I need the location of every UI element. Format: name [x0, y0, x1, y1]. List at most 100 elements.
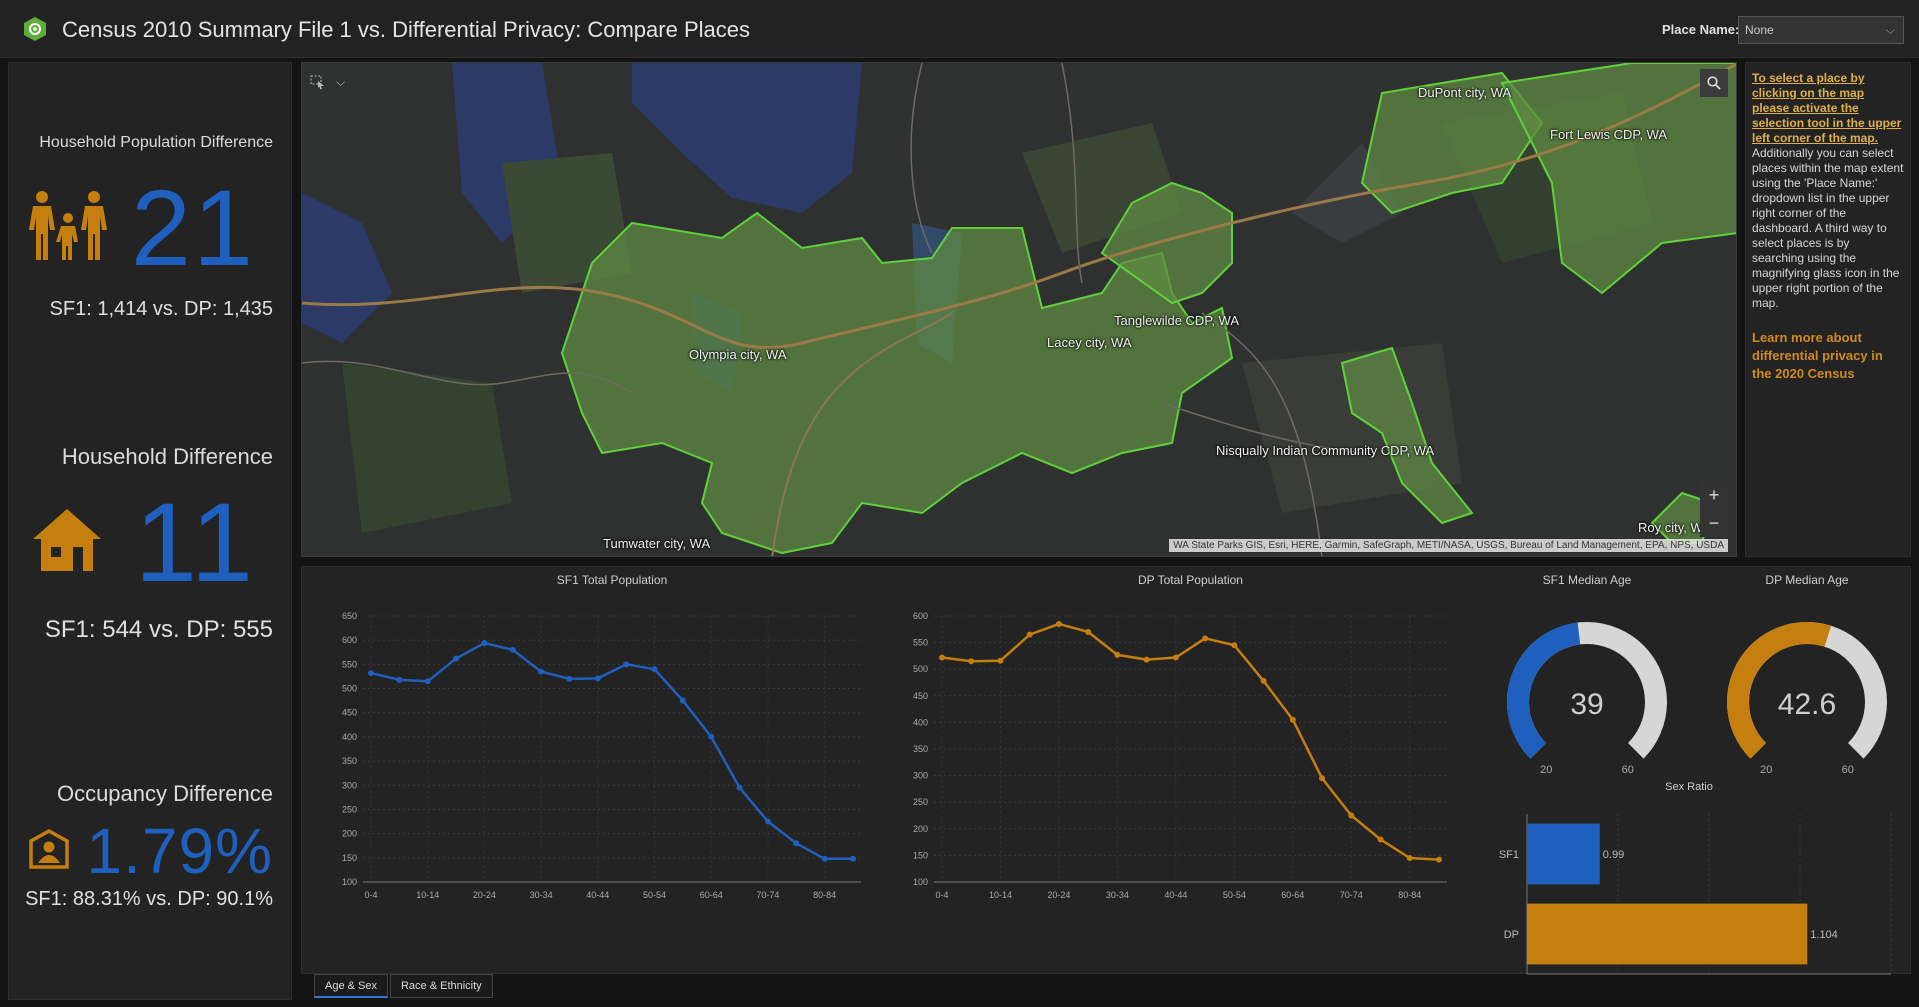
bar — [1527, 903, 1808, 965]
gauge-max-label: 60 — [1842, 764, 1854, 776]
chart-title: Sex Ratio — [1665, 781, 1713, 793]
water-body — [632, 63, 862, 213]
x-tick-label: 70-74 — [1340, 890, 1363, 900]
x-tick-label: 50-54 — [643, 890, 666, 900]
learn-more-link[interactable]: Learn more about differential privacy in… — [1752, 330, 1883, 381]
data-point — [1319, 775, 1326, 782]
chevron-down-icon[interactable]: ⌵ — [336, 74, 346, 89]
map-view[interactable]: DuPont city, WA Fort Lewis CDP, WA Tangl… — [301, 62, 1737, 557]
gauge-title: SF1 Median Age — [1543, 573, 1632, 587]
y-tick-label: 200 — [913, 824, 928, 834]
data-point — [997, 657, 1004, 664]
y-tick-label: 600 — [913, 611, 928, 621]
selection-instructions: To select a place by clicking on the map… — [1752, 71, 1902, 145]
data-point — [424, 678, 431, 685]
occupancy-difference-detail: SF1: 88.31% vs. DP: 90.1% — [25, 888, 273, 910]
select-tool-icon[interactable] — [310, 74, 326, 90]
app-logo-icon — [24, 17, 46, 41]
map-selection-tool[interactable]: ⌵ — [310, 69, 354, 95]
x-tick-label: 40-44 — [586, 890, 609, 900]
x-tick-label: 50-54 — [1223, 890, 1246, 900]
y-tick-label: 500 — [913, 664, 928, 674]
indicator-panel: Household Population Difference 21 SF1: … — [8, 62, 292, 1000]
place-name-value: None — [1745, 23, 1774, 37]
map-label-olympia: Olympia city, WA — [689, 347, 787, 362]
data-point — [368, 670, 374, 677]
place-polygon-tanglewilde[interactable] — [1100, 181, 1233, 305]
map-label-dupont: DuPont city, WA — [1418, 85, 1512, 100]
map-search-button[interactable] — [1700, 69, 1728, 97]
map-label-fort-lewis: Fort Lewis CDP, WA — [1550, 127, 1668, 142]
data-point — [939, 654, 945, 661]
y-tick-label: 550 — [913, 638, 928, 648]
data-point — [1202, 635, 1209, 642]
x-tick-label: 30-34 — [530, 890, 553, 900]
tab-age-sex[interactable]: Age & Sex — [314, 974, 388, 998]
x-tick-label: 40-44 — [1164, 890, 1187, 900]
x-tick-label: 20-24 — [473, 890, 496, 900]
data-point — [651, 666, 658, 673]
map-label-nisqually: Nisqually Indian Community CDP, WA — [1216, 443, 1435, 458]
y-tick-label: 100 — [913, 877, 928, 887]
data-point — [538, 668, 545, 675]
place-polygon-olympia-lacey-tumwater[interactable] — [560, 211, 1234, 555]
zoom-out-button[interactable]: − — [1708, 512, 1720, 533]
data-point — [1231, 642, 1238, 649]
data-point — [396, 676, 403, 683]
household-difference-detail: SF1: 544 vs. DP: 555 — [44, 616, 273, 643]
x-tick-label: 80-84 — [1398, 890, 1421, 900]
map-basemap — [302, 63, 1737, 556]
data-point — [1406, 855, 1413, 862]
tab-race-ethnicity[interactable]: Race & Ethnicity — [389, 974, 493, 998]
household-population-difference-detail: SF1: 1,414 vs. DP: 1,435 — [49, 298, 273, 320]
chart-title: DP Total Population — [1138, 573, 1243, 587]
info-body-text: Additionally you can select places withi… — [1752, 146, 1904, 310]
x-tick-label: 70-74 — [756, 890, 779, 900]
data-point — [566, 675, 573, 682]
household-population-difference-title: Household Population Difference — [39, 134, 273, 151]
y-tick-label: 500 — [342, 684, 357, 694]
data-point — [679, 697, 686, 704]
x-tick-label: 0-4 — [364, 890, 377, 900]
occupancy-difference-title: Occupancy Difference — [56, 781, 273, 806]
place-name-dropdown[interactable]: None ⌵ — [1738, 16, 1904, 44]
category-label: DP — [1504, 929, 1519, 941]
zoom-in-button[interactable]: + — [1708, 484, 1720, 505]
series-line — [370, 641, 853, 861]
household-difference-value: 11 — [134, 480, 255, 605]
place-polygon-fort-lewis[interactable] — [1500, 63, 1737, 295]
header-bar: Census 2010 Summary File 1 vs. Different… — [0, 0, 1919, 58]
y-tick-label: 200 — [342, 829, 357, 839]
data-point — [736, 784, 743, 791]
data-point — [623, 661, 630, 668]
y-tick-label: 600 — [342, 635, 357, 645]
data-point — [764, 818, 771, 825]
gauge-max-label: 60 — [1622, 764, 1634, 776]
data-point — [453, 655, 460, 662]
highway-road — [302, 63, 1736, 350]
family-icon — [29, 191, 107, 260]
series-line — [941, 622, 1440, 861]
charts-canvas: SF1 Total Population 100 150 200 250 300 350 40… — [342, 573, 1892, 975]
data-point — [708, 733, 715, 740]
y-tick-label: 100 — [342, 877, 357, 887]
data-point — [1085, 628, 1092, 635]
map-label-lacey: Lacey city, WA — [1047, 335, 1132, 350]
data-point — [793, 840, 800, 847]
y-tick-label: 250 — [913, 797, 928, 807]
y-tick-label: 350 — [342, 756, 357, 766]
place-polygon-nisqually[interactable] — [1340, 346, 1474, 525]
category-label: SF1 — [1499, 849, 1519, 861]
y-tick-label: 250 — [342, 804, 357, 814]
y-tick-label: 150 — [342, 853, 357, 863]
y-tick-label: 400 — [913, 717, 928, 727]
x-tick-label: 10-14 — [989, 890, 1012, 900]
gauge-fill — [1507, 622, 1581, 759]
y-tick-label: 300 — [913, 771, 928, 781]
household-population-difference-value: 21 — [130, 167, 255, 288]
gauge-min-label: 20 — [1540, 764, 1552, 776]
data-point — [1377, 836, 1384, 843]
map-label-tumwater: Tumwater city, WA — [603, 536, 711, 551]
data-point — [509, 646, 516, 653]
x-tick-label: 20-24 — [1047, 890, 1070, 900]
